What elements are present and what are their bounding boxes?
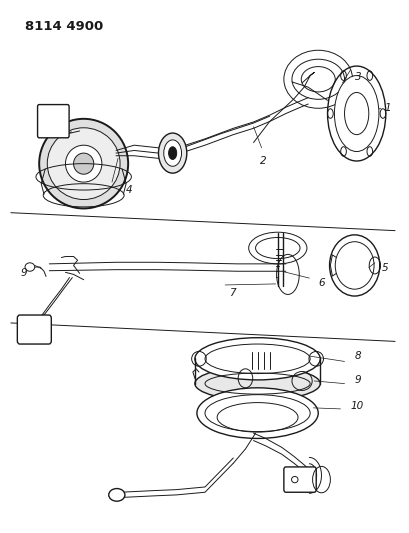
Text: 3: 3 [354, 71, 360, 82]
Ellipse shape [65, 145, 101, 182]
FancyBboxPatch shape [38, 104, 69, 138]
Ellipse shape [25, 263, 35, 271]
Ellipse shape [108, 489, 125, 501]
Text: 10: 10 [350, 401, 363, 411]
FancyBboxPatch shape [283, 467, 315, 492]
Ellipse shape [196, 388, 317, 439]
Ellipse shape [334, 76, 378, 151]
Ellipse shape [168, 147, 176, 159]
Ellipse shape [194, 367, 319, 400]
Ellipse shape [327, 66, 385, 161]
Text: 8114 4900: 8114 4900 [25, 20, 103, 33]
Ellipse shape [329, 235, 379, 296]
Text: 9: 9 [20, 268, 27, 278]
Text: 5: 5 [381, 263, 388, 272]
Text: 6: 6 [317, 278, 324, 288]
Text: 2: 2 [259, 156, 265, 166]
Text: 7: 7 [229, 288, 235, 298]
Ellipse shape [158, 133, 187, 173]
Text: 4: 4 [126, 185, 133, 195]
Ellipse shape [39, 119, 128, 208]
Ellipse shape [194, 338, 319, 380]
Text: 8: 8 [354, 351, 360, 361]
FancyBboxPatch shape [17, 315, 51, 344]
Ellipse shape [47, 128, 120, 199]
Ellipse shape [73, 153, 94, 174]
Text: 1: 1 [384, 103, 391, 114]
Text: 9: 9 [354, 375, 360, 385]
Ellipse shape [163, 140, 181, 166]
